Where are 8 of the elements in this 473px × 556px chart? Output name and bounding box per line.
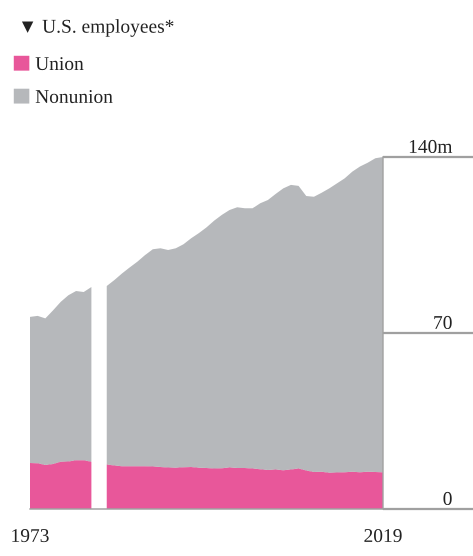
- chart-title: ▼ U.S. employees*: [22, 19, 174, 37]
- y-tick-label: 70: [434, 316, 452, 330]
- legend-label: Union: [36, 57, 84, 70]
- y-tick-label: 0: [443, 492, 452, 506]
- y-tick-label: 140m: [410, 140, 452, 154]
- x-tick-label: 1973: [12, 529, 49, 542]
- legend-label: Nonunion: [36, 90, 113, 104]
- x-tick-label: 2019: [364, 529, 402, 542]
